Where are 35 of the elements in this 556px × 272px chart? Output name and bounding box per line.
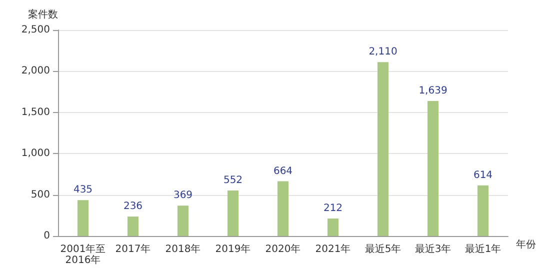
- bar: [478, 185, 488, 236]
- y-axis-title: 案件数: [28, 8, 58, 20]
- x-tick-label: 最近1年: [464, 243, 502, 255]
- data-label: 369: [173, 190, 193, 202]
- x-tick-label: 2017年: [115, 243, 151, 255]
- x-tick-label: 最近3年: [414, 243, 452, 255]
- bar: [378, 62, 388, 236]
- x-tick-label: 2021年: [315, 243, 351, 255]
- bar: [178, 206, 188, 236]
- bar: [78, 200, 88, 236]
- y-tick-label: 2,000: [21, 66, 50, 77]
- bar: [228, 190, 238, 236]
- data-label: 664: [273, 166, 293, 177]
- y-tick-label: 0: [44, 230, 50, 242]
- data-label: 236: [123, 201, 143, 212]
- x-tick-label: 最近5年: [364, 243, 402, 255]
- x-tick-label: 2018年: [165, 243, 201, 255]
- x-axis-title: 年份: [516, 238, 536, 250]
- data-label: 212: [323, 203, 343, 214]
- data-label: 614: [473, 170, 493, 181]
- x-tick-label: 2019年: [215, 243, 251, 255]
- data-label: 435: [73, 184, 93, 196]
- x-tick-label: 2020年: [265, 243, 301, 255]
- y-tick-label: 1,500: [21, 106, 50, 118]
- data-label: 1,639: [418, 85, 448, 96]
- data-label: 552: [223, 175, 243, 186]
- bar: [278, 181, 288, 236]
- y-tick-label: 1,000: [21, 148, 50, 160]
- x-tick-label: 2001年至2016年: [60, 243, 106, 266]
- y-tick-label: 2,500: [21, 24, 50, 36]
- bar: [328, 218, 338, 236]
- bar: [428, 100, 438, 236]
- data-label: 2,110: [368, 46, 398, 58]
- y-tick-label: 500: [30, 189, 50, 200]
- bar: [128, 216, 138, 236]
